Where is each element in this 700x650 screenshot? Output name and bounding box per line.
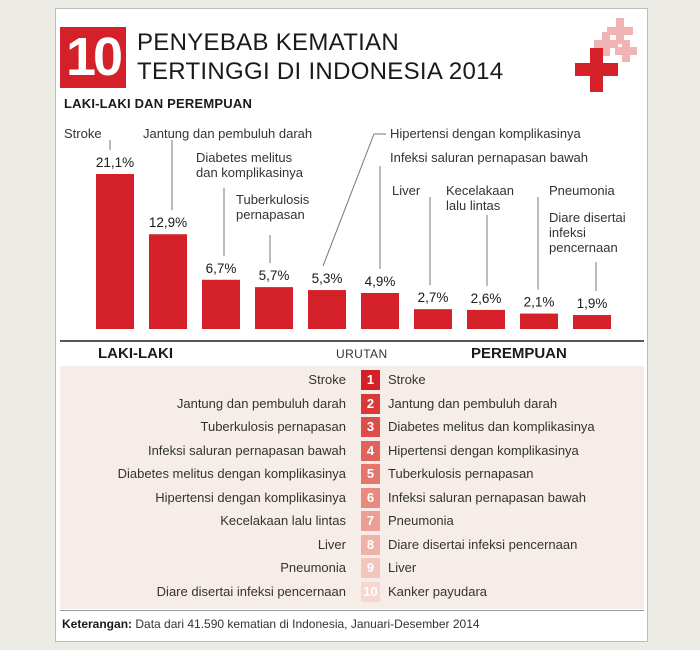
category-label: pencernaan [549,240,618,255]
rank-badge: 5 [361,464,380,484]
bar [96,174,134,329]
bar [361,293,399,329]
category-label: Diabetes melitus [196,150,293,165]
ranking-row: Diabetes melitus dengan komplikasinya 5 … [60,463,644,486]
ranking-row: Tuberkulosis pernapasan 3 Diabetes melit… [60,416,644,439]
ranking-row: Jantung dan pembuluh darah 2 Jantung dan… [60,393,644,416]
female-cause: Stroke [388,372,426,387]
category-label: Diare disertai [549,210,626,225]
bar [149,234,187,329]
category-label: Infeksi saluran pernapasan bawah [390,150,588,165]
title-line-2: TERTINGGI DI INDONESIA 2014 [137,58,504,85]
bar-value-label: 2,1% [524,295,555,310]
bar-value-label: 2,6% [471,291,502,306]
bar-value-label: 21,1% [96,155,134,170]
male-cause: Infeksi saluran pernapasan bawah [147,442,346,458]
category-label: Liver [392,183,421,198]
category-label: infeksi [549,225,586,240]
male-cause: Diare disertai infeksi pencernaan [156,583,346,599]
category-label: dan komplikasinya [196,165,304,180]
ranking-row: Stroke 1 Stroke [60,369,644,392]
female-cause: Liver [388,560,417,575]
bar-chart: 21,1% Stroke 12,9% Jantung dan pembuluh dar… [64,126,626,329]
female-cause: Infeksi saluran pernapasan bawah [388,489,587,505]
female-cause: Jantung dan pembuluh darah [388,395,558,411]
ranking-header-male: LAKI-LAKI [98,345,173,362]
male-cause: Kecelakaan lalu lintas [220,513,346,528]
female-cause: Diare disertai infeksi pencernaan [388,536,578,552]
title-line-1: PENYEBAB KEMATIAN [137,29,400,56]
female-cause: Hipertensi dengan komplikasinya [388,442,579,458]
male-cause: Stroke [308,372,346,387]
footer-rule [60,610,644,611]
ranking-header-female: PEREMPUAN [471,345,567,362]
category-label: Kecelakaan [446,183,514,198]
dark-cross-icon [575,48,618,92]
ranking-row: Hipertensi dengan komplikasinya 6 Infeks… [60,487,644,510]
red-cross-icon [575,18,637,92]
footer-label: Keterangan: [62,617,133,631]
ranking-row: Kecelakaan lalu lintas 7 Pneumonia [60,510,644,533]
bar [467,309,505,329]
bar [520,313,558,329]
female-cause: Tuberkulosis pernapasan [388,466,534,481]
category-label: lalu lintas [446,198,501,213]
table-top-rule [60,340,644,342]
female-cause: Kanker payudara [388,583,488,599]
female-cause: Diabetes melitus dan komplikasinya [388,419,595,434]
female-cause: Pneumonia [388,513,454,528]
bar-value-label: 2,7% [418,290,449,305]
rank-badge: 4 [361,440,380,461]
male-cause: Jantung dan pembuluh darah [176,395,346,411]
bar [202,279,240,329]
bar-value-label: 6,7% [206,261,237,276]
ranking-header-rank: URUTAN [336,347,388,361]
ranking-row: Liver 8 Diare disertai infeksi pencernaa… [60,534,644,557]
title-number-badge: 10 [60,27,126,88]
rank-badge: 7 [361,511,380,531]
ranking-row: Diare disertai infeksi pencernaan 10 Kan… [60,581,644,604]
rank-badge: 8 [361,534,380,555]
male-cause: Pneumonia [280,560,346,575]
category-label: Jantung dan pembuluh darah [143,126,312,141]
bar-value-label: 4,9% [365,274,396,289]
category-label: Pneumonia [549,183,616,198]
bar-value-label: 5,7% [259,268,290,283]
bar-value-label: 12,9% [149,215,187,230]
rank-badge: 10 [361,581,380,602]
footer-note: Keterangan: Data dari 41.590 kematian di… [62,617,480,631]
bar-value-label: 5,3% [312,271,343,286]
bar [414,309,452,329]
male-cause: Hipertensi dengan komplikasinya [155,489,346,505]
rank-badge: 9 [361,558,380,578]
bar [255,287,293,329]
category-label: Tuberkulosis [236,192,310,207]
light-cross-icon [594,18,637,62]
rank-badge: 6 [361,487,380,508]
category-label: Stroke [64,126,102,141]
male-cause: Diabetes melitus dengan komplikasinya [117,466,346,481]
category-label: pernapasan [236,207,305,222]
leader-line [322,133,386,267]
ranking-row: Pneumonia 9 Liver [60,557,644,580]
male-cause: Liver [317,536,346,552]
footer-text: Data dari 41.590 kematian di Indonesia, … [132,617,480,631]
bar [308,290,346,329]
ranking-row: Infeksi saluran pernapasan bawah 4 Hiper… [60,440,644,463]
rank-badge: 1 [361,370,380,390]
male-cause: Tuberkulosis pernapasan [200,419,347,434]
rank-badge: 2 [361,393,380,414]
bar [573,315,611,329]
ranking-table-background [60,366,644,609]
chart-subtitle: LAKI-LAKI DAN PEREMPUAN [64,96,253,111]
rank-badge: 3 [361,417,380,437]
category-label: Hipertensi dengan komplikasinya [390,126,582,141]
bar-value-label: 1,9% [577,296,608,311]
